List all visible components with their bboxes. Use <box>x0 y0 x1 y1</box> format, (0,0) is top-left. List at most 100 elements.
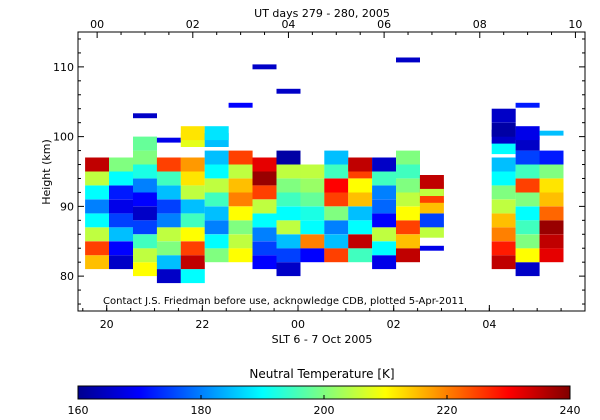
heatmap-cell <box>372 185 397 200</box>
heatmap-cell <box>276 220 301 235</box>
heatmap-cell <box>396 192 420 207</box>
colorbar-tick-label: 220 <box>437 404 458 417</box>
heatmap-cell <box>396 164 420 179</box>
heatmap-cell <box>539 206 564 221</box>
heatmap-cell <box>491 213 516 228</box>
heatmap-cell <box>85 199 110 214</box>
heatmap-cell <box>348 220 373 235</box>
heatmap-cell <box>252 213 277 228</box>
heatmap-cell <box>324 248 349 263</box>
heatmap-cell <box>85 213 110 228</box>
top-tick-label: 02 <box>186 18 200 31</box>
heatmap-cell <box>491 122 516 137</box>
heatmap-cell <box>228 248 253 263</box>
heatmap-cell <box>491 199 516 214</box>
top-tick-label: 00 <box>90 18 104 31</box>
heatmap-cell <box>396 57 420 63</box>
heatmap-cell <box>300 178 325 193</box>
heatmap-cell <box>372 213 397 228</box>
heatmap-cell <box>109 171 133 186</box>
heatmap-cell <box>204 126 229 141</box>
bottom-tick-label: 00 <box>291 318 305 331</box>
heatmap-cell <box>180 227 205 242</box>
heatmap-cell <box>539 234 564 249</box>
heatmap-cell <box>252 241 277 256</box>
heatmap-cell <box>515 262 540 277</box>
heatmap-cell <box>419 245 444 251</box>
heatmap-cell <box>491 255 516 270</box>
heatmap-cell <box>180 185 205 200</box>
heatmap-cell <box>324 234 349 249</box>
top-tick-label: 04 <box>281 18 295 31</box>
heatmap-cell <box>85 185 110 200</box>
heatmap-cell <box>109 199 133 214</box>
heatmap-cell <box>156 199 181 214</box>
heatmap-cell <box>491 185 516 200</box>
heatmap-cell <box>156 213 181 228</box>
heatmap-cell <box>156 157 181 172</box>
heatmap-cell <box>348 206 373 221</box>
heatmap-cell <box>348 178 373 193</box>
heatmap-cell <box>419 213 444 228</box>
heatmap-cell <box>324 206 349 221</box>
heatmap-cell <box>396 206 420 221</box>
heatmap-cell <box>515 192 540 207</box>
heatmap-cell <box>324 192 349 207</box>
heatmap-cell <box>180 171 205 186</box>
heatmap-cell <box>204 164 229 179</box>
heatmap-cell <box>396 248 420 263</box>
heatmap-cell <box>419 175 444 189</box>
heatmap-cell <box>156 241 181 256</box>
heatmap-cell <box>372 199 397 214</box>
heatmap-cell <box>276 88 301 94</box>
heatmap-cell <box>180 255 205 270</box>
heatmap-cell <box>372 255 397 270</box>
heatmap-cell <box>85 171 110 186</box>
heatmap-cell <box>276 150 301 165</box>
heatmap-cell <box>252 199 277 214</box>
y-tick-label: 80 <box>60 270 74 283</box>
heatmap-cell <box>252 185 277 200</box>
y-tick-label: 100 <box>53 131 74 144</box>
heatmap-cell <box>180 213 205 228</box>
heatmap-cell <box>109 185 133 200</box>
heatmap-cell <box>491 241 516 256</box>
heatmap-cell <box>300 234 325 249</box>
colorbar-tick-label: 160 <box>68 404 89 417</box>
heatmap-cell <box>276 206 301 221</box>
heatmap-cell <box>133 192 157 207</box>
heatmap-cell <box>515 164 540 179</box>
top-tick-label: 06 <box>377 18 391 31</box>
heatmap-cell <box>396 234 420 249</box>
heatmap-cell <box>324 150 349 165</box>
annotation-text: Contact J.S. Friedman before use, acknow… <box>103 296 464 307</box>
heatmap-cell <box>133 206 157 221</box>
heatmap-cell <box>515 248 540 263</box>
heatmap-cell <box>109 227 133 242</box>
heatmap-cell <box>180 126 205 141</box>
heatmap-cell <box>133 113 157 119</box>
colorbar-tick-label: 240 <box>560 404 581 417</box>
heatmap-cell <box>515 178 540 193</box>
heatmap-cell <box>133 136 157 151</box>
plot-frame <box>77 31 586 312</box>
heatmap-cell <box>156 269 181 284</box>
heatmap-cell <box>539 192 564 207</box>
top-axis: 00 02 04 06 08 10 <box>90 18 582 38</box>
heatmap-cell <box>180 199 205 214</box>
heatmap-cell <box>324 178 349 193</box>
heatmap-cell <box>348 234 373 249</box>
heatmap-cell <box>204 178 229 193</box>
bottom-axis: 20 22 00 02 04 <box>82 305 586 331</box>
heatmap-cell <box>252 227 277 242</box>
heatmap-cell <box>228 206 253 221</box>
bottom-tick-label: 02 <box>387 318 401 331</box>
heatmap-cell <box>276 178 301 193</box>
heatmap-cell <box>515 234 540 249</box>
y-axis-label: Height (km) <box>40 139 53 205</box>
heatmap-cell <box>228 150 253 165</box>
heatmap-cell <box>156 171 181 186</box>
heatmap-cell <box>252 64 277 70</box>
heatmap-cell <box>228 178 253 193</box>
heatmap-cell <box>491 157 516 172</box>
